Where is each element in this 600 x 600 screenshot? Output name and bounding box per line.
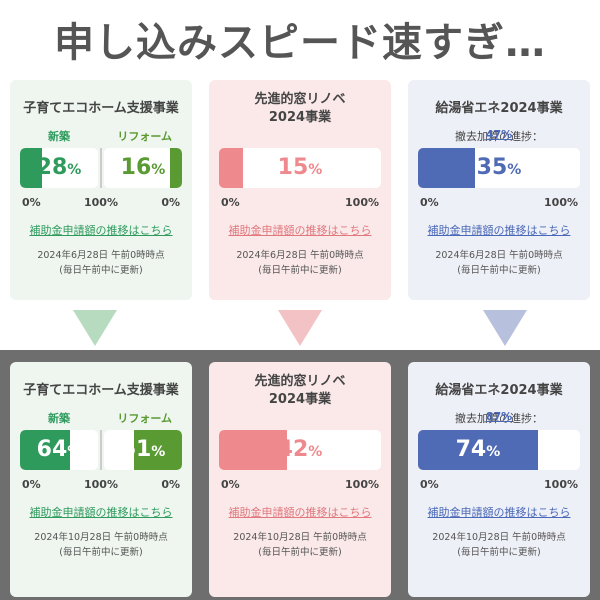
window-fill [219,430,288,470]
scale-zero: 0% [221,478,240,491]
new-build-value: 28% [36,155,82,180]
scale-zero: 0% [221,196,240,209]
update-note: 2024年10月28日 午前0時時点 (毎日午前中に更新) [432,532,566,558]
progress-bar: 28% 16% [20,148,182,188]
new-build-fill [20,148,42,188]
window-value: 42% [277,437,323,462]
scale: 0% 100% [418,478,580,496]
reform-label: リフォーム [117,130,172,143]
scale: 0% 100% [219,196,381,214]
sublabels: 新築 リフォーム [20,410,182,426]
card-title: 子育てエコホーム支援事業 [23,383,179,398]
after-panel: 子育てエコホーム支援事業 新築 リフォーム 64% 61% 0% 100% 0%… [0,350,600,600]
reform-bar: 61% [104,430,182,470]
scale: 0% 100% [418,196,580,214]
reform-label: リフォーム [117,412,172,425]
history-link[interactable]: 補助金申請額の推移はこちら [228,224,372,237]
scale-zero: 0% [420,196,439,209]
card-title: 給湯省エネ2024事業 [435,383,563,398]
update-note: 2024年6月28日 午前0時時点 (毎日午前中に更新) [37,250,165,276]
down-arrow-icon [278,310,322,346]
progress-bar: 64% 61% [20,430,182,470]
water-value: 74% [455,437,501,462]
card-title: 子育てエコホーム支援事業 [23,101,179,116]
scale-zero: 0% [420,478,439,491]
eco-home-card: 子育てエコホーム支援事業 新築 リフォーム 28% 16% 0% 100% 0%… [10,80,192,300]
window-card: 先進的窓リノベ 2024事業 15% 0% 100% 補助金申請額の推移はこちら … [209,80,391,300]
scale-hundred: 100% [84,478,118,491]
water-fill [418,148,475,188]
scale-zero-left: 0% [22,478,41,491]
removal-progress-link[interactable]: 47% [485,128,513,141]
scale-hundred: 100% [544,478,578,491]
scale-hundred: 100% [84,196,118,209]
scale: 0% 100% [219,478,381,496]
before-panel: 子育てエコホーム支援事業 新築 リフォーム 28% 16% 0% 100% 0%… [0,68,600,320]
history-link[interactable]: 補助金申請額の推移はこちら [29,224,173,237]
headline: 申し込みスピード速すぎ… [54,20,546,66]
scale-hundred: 100% [544,196,578,209]
scale-zero-right: 0% [161,478,180,491]
update-note: 2024年6月28日 午前0時時点 (毎日午前中に更新) [435,250,563,276]
water-value: 35% [476,155,522,180]
progress-bar: 35% [418,148,580,188]
scale-hundred: 100% [345,478,379,491]
removal-progress-link[interactable]: 87% [485,410,513,423]
window-value: 15% [277,155,323,180]
update-note: 2024年10月28日 午前0時時点 (毎日午前中に更新) [233,532,367,558]
history-link[interactable]: 補助金申請額の推移はこちら [228,506,372,519]
eco-home-card: 子育てエコホーム支援事業 新築 リフォーム 64% 61% 0% 100% 0%… [10,362,192,597]
scale-hundred: 100% [345,196,379,209]
new-build-label: 新築 [48,412,70,425]
scale: 0% 100% 0% [20,478,182,496]
new-build-fill [20,430,70,470]
reform-bar: 16% [104,148,182,188]
window-card: 先進的窓リノベ 2024事業 42% 0% 100% 補助金申請額の推移はこちら … [209,362,391,597]
new-build-bar: 28% [20,148,98,188]
divider [100,430,102,470]
progress-bar: 42% [219,430,381,470]
sublabels: 撤去加算の進捗： 87% [418,410,580,426]
scale-zero-left: 0% [22,196,41,209]
divider [100,148,102,188]
card-title: 給湯省エネ2024事業 [435,101,563,116]
water-heater-card: 給湯省エネ2024事業 撤去加算の進捗： 87% 74% 0% 100% 補助金申… [408,362,590,597]
down-arrow-icon [73,310,117,346]
water-fill [418,430,538,470]
history-link[interactable]: 補助金申請額の推移はこちら [29,506,173,519]
new-build-label: 新築 [48,130,70,143]
water-heater-card: 給湯省エネ2024事業 撤去加算の進捗： 47% 35% 0% 100% 補助金申… [408,80,590,300]
reform-value: 61% [120,437,166,462]
reform-value: 16% [120,155,166,180]
new-build-value: 64% [36,437,82,462]
progress-bar: 15% [219,148,381,188]
update-note: 2024年10月28日 午前0時時点 (毎日午前中に更新) [34,532,168,558]
sublabels: 新築 リフォーム [20,128,182,144]
window-fill [219,148,244,188]
reform-fill [169,148,182,188]
update-note: 2024年6月28日 午前0時時点 (毎日午前中に更新) [236,250,364,276]
history-link[interactable]: 補助金申請額の推移はこちら [427,506,571,519]
history-link[interactable]: 補助金申請額の推移はこちら [427,224,571,237]
sublabels [219,410,381,426]
scale: 0% 100% 0% [20,196,182,214]
card-title: 先進的窓リノベ 2024事業 [254,92,346,125]
sublabels: 撤去加算の進捗： 47% [418,128,580,144]
sublabels [219,128,381,144]
scale-zero-right: 0% [161,196,180,209]
down-arrow-icon [483,310,527,346]
card-title: 先進的窓リノベ 2024事業 [254,374,346,407]
new-build-bar: 64% [20,430,98,470]
reform-fill [134,430,182,470]
progress-bar: 74% [418,430,580,470]
